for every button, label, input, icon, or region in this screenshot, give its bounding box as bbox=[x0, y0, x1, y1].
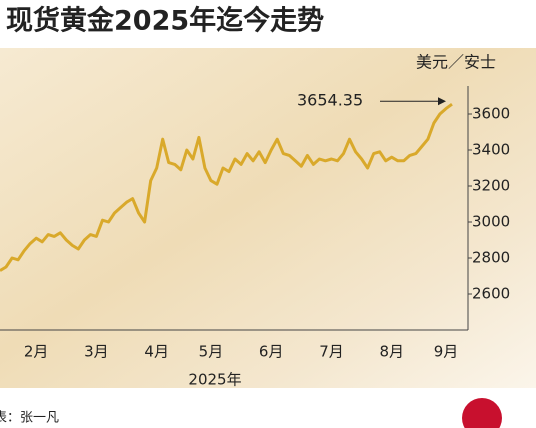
logo bbox=[462, 398, 502, 428]
x-tick-label: 2月 bbox=[24, 343, 49, 361]
price-line bbox=[0, 102, 453, 272]
x-tick-label: 5月 bbox=[199, 343, 224, 361]
source: 表：张一凡 bbox=[0, 411, 59, 426]
x-axis-label: 2025年 bbox=[188, 371, 241, 389]
x-tick-label: 8月 bbox=[379, 343, 404, 361]
x-tick-label: 6月 bbox=[259, 343, 284, 361]
x-tick-label: 9月 bbox=[434, 343, 459, 361]
x-tick-label: 3月 bbox=[84, 343, 109, 361]
unit-label: 美元／安士 bbox=[416, 53, 496, 72]
x-tick-label: 4月 bbox=[144, 343, 169, 361]
photo-background bbox=[0, 48, 536, 388]
y-tick-label: 3000 bbox=[472, 213, 510, 231]
annotation-arrowhead bbox=[438, 97, 446, 106]
y-tick-label: 2800 bbox=[472, 249, 510, 267]
y-tick-label: 3600 bbox=[472, 105, 510, 123]
y-tick-label: 2600 bbox=[472, 285, 510, 303]
value-label: 3654.35 bbox=[297, 91, 363, 110]
chart-title: 现货黄金2025年迄今走势 bbox=[6, 5, 324, 37]
x-tick-label: 7月 bbox=[319, 343, 344, 361]
y-tick-label: 3200 bbox=[472, 177, 510, 195]
y-tick-label: 3400 bbox=[472, 141, 510, 159]
plot: 2600 2800 3000 3200 3400 3600 2月 3月 4月 5月 6月 7月 8月 9月… bbox=[0, 91, 510, 361]
